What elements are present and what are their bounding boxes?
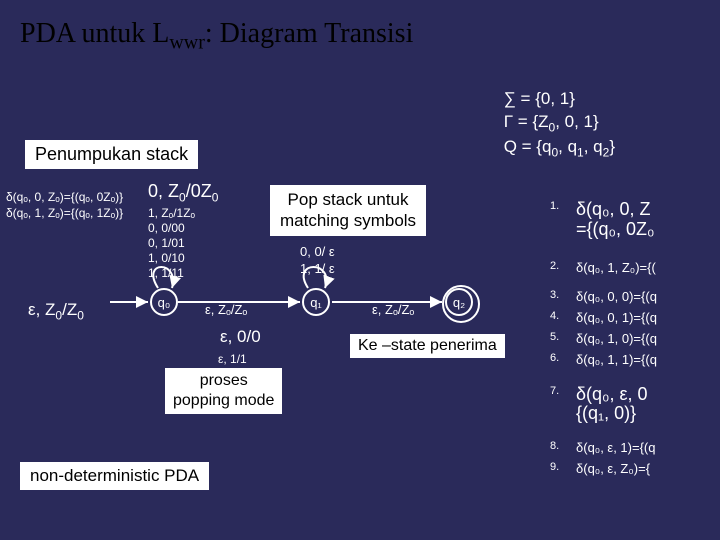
delta-l2: δ(qₒ, 1, Zₒ)={(qₒ, 1Zₒ)} (6, 206, 123, 222)
rule-num: 9. (550, 461, 576, 476)
rule-text: δ(q₀, 1, 1)={(q (576, 352, 657, 367)
rule-text: δ(q₀, 1, 0)={(q (576, 331, 657, 346)
rule-text: δ(q₀, ε, Z₀)={ (576, 461, 650, 476)
proses-l1: proses (173, 371, 274, 391)
rule-row: 4.δ(q₀, 0, 1)={(q (550, 310, 720, 325)
title-pre: PDA untuk L (20, 18, 169, 49)
t5: 1, 0/10 (148, 251, 218, 266)
transitions-q1: 0, 0/ ε 1, 1/ ε (300, 244, 335, 278)
title-post: : Diagram Transisi (205, 18, 413, 49)
t2: 1, Zₒ/1Zₒ (148, 206, 218, 221)
rule-num: 8. (550, 440, 576, 455)
rules-list: 1.δ(q₀, 0, Z ={(q₀, 0Z₀ 2.δ(q₀, 1, Z₀)={(… (550, 200, 720, 482)
box-ke-state: Ke –state penerima (350, 334, 505, 358)
eps-mid3: ε, 1/1 (218, 352, 247, 366)
box-penumpukan: Penumpukan stack (25, 140, 198, 169)
box-pop: Pop stack untuk matching symbols (270, 185, 426, 236)
rule-num: 2. (550, 260, 576, 275)
rule-text: δ(q₀, 0, 0)={(q (576, 289, 657, 304)
rule-text: δ(q₀, 0, Z ={(q₀, 0Z₀ (576, 200, 654, 240)
rule-row: 7.δ(q₀, ε, 0 {(q₁, 0)} (550, 385, 720, 425)
eps-mid1: ε, Zₒ/Zₒ (205, 302, 247, 317)
pop-l1: Pop stack untuk (280, 189, 416, 210)
box-proses: proses popping mode (165, 368, 282, 414)
rule-num: 4. (550, 310, 576, 325)
state-q2: q₂ (445, 288, 473, 316)
slide-title: PDA untuk Lwwr: Diagram Transisi (20, 18, 413, 55)
rule-num: 3. (550, 289, 576, 304)
t4: 0, 1/01 (148, 236, 218, 251)
param-q: Q = {q0, q1, q2} (504, 136, 615, 161)
rule-row: 8.δ(q₀, ε, 1)={(q (550, 440, 720, 455)
title-sub: wwr (169, 32, 205, 54)
transitions-q0: 0, Z0/0Z0 1, Zₒ/1Zₒ 0, 0/00 0, 1/01 1, 0… (148, 180, 218, 281)
eps-mid2: ε, 0/0 (220, 327, 261, 347)
rule-num: 1. (550, 200, 576, 240)
rule-row: 9.δ(q₀, ε, Z₀)={ (550, 461, 720, 476)
proses-l2: popping mode (173, 391, 274, 411)
mt1: 0, 0/ ε (300, 244, 335, 261)
t6: 1, 1/11 (148, 266, 218, 281)
rule-row: 5.δ(q₀, 1, 0)={(q (550, 331, 720, 346)
rule-row: 3.δ(q₀, 0, 0)={(q (550, 289, 720, 304)
rule-text: δ(q₀, ε, 1)={(q (576, 440, 656, 455)
state-q0: q₀ (150, 288, 178, 316)
pop-l2: matching symbols (280, 210, 416, 231)
mt2: 1, 1/ ε (300, 261, 335, 278)
rule-row: 6.δ(q₀, 1, 1)={(q (550, 352, 720, 367)
delta-left: δ(qₒ, 0, Zₒ)={(qₒ, 0Zₒ)} δ(qₒ, 1, Zₒ)={(… (6, 190, 123, 221)
trans-big: 0, Z0/0Z0 (148, 180, 218, 206)
rule-num: 5. (550, 331, 576, 346)
rule-num: 7. (550, 385, 576, 425)
rule-text: δ(q₀, 0, 1)={(q (576, 310, 657, 325)
box-nondet: non-deterministic PDA (20, 462, 209, 490)
rule-row: 2.δ(q₀, 1, Z₀)={( (550, 260, 720, 275)
eps-left: ε, Z0/Z0 (28, 300, 84, 322)
param-gamma: Γ = {Z0, 0, 1} (504, 111, 615, 136)
state-q1: q₁ (302, 288, 330, 316)
delta-l1: δ(qₒ, 0, Zₒ)={(qₒ, 0Zₒ)} (6, 190, 123, 206)
rule-row: 1.δ(q₀, 0, Z ={(q₀, 0Z₀ (550, 200, 720, 240)
param-sigma: ∑ = {0, 1} (504, 88, 615, 111)
params-block: ∑ = {0, 1} Γ = {Z0, 0, 1} Q = {q0, q1, q… (504, 88, 615, 160)
rule-text: δ(q₀, 1, Z₀)={( (576, 260, 656, 275)
rule-num: 6. (550, 352, 576, 367)
eps-arrow2: ε, Zₒ/Zₒ (372, 302, 414, 317)
t3: 0, 0/00 (148, 221, 218, 236)
rule-text: δ(q₀, ε, 0 {(q₁, 0)} (576, 385, 648, 425)
